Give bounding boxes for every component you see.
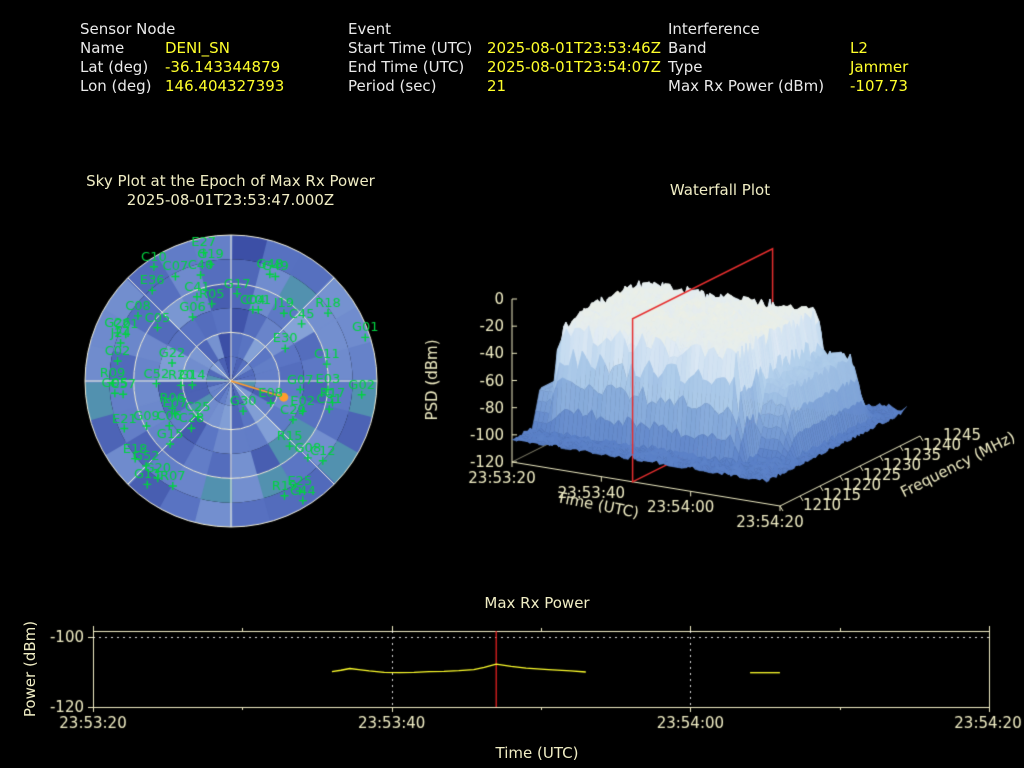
interference-maxrx-label: Max Rx Power (dBm) [668, 77, 825, 95]
event-start-value: 2025-08-01T23:53:46Z [487, 39, 661, 57]
event-end-value: 2025-08-01T23:54:07Z [487, 58, 661, 76]
interference-type-value: Jammer [850, 58, 909, 76]
event-period-label: Period (sec) [348, 77, 437, 95]
sensor-lon-label: Lon (deg) [80, 77, 152, 95]
power-canvas [0, 588, 1024, 768]
event-end-label: End Time (UTC) [348, 58, 465, 76]
sensor-lat-label: Lat (deg) [80, 58, 149, 76]
interference-type-label: Type [668, 58, 703, 76]
event-panel: Event Start Time (UTC) 2025-08-01T23:53:4… [348, 20, 661, 96]
sensor-name-value: DENI_SN [165, 39, 230, 57]
event-start-label: Start Time (UTC) [348, 39, 473, 57]
skyplot-title: Sky Plot at the Epoch of Max Rx Power [86, 172, 375, 190]
interference-panel: Interference Band L2 Type Jammer Max Rx Po… [668, 20, 908, 96]
skyplot-subtitle: 2025-08-01T23:53:47.000Z [126, 191, 335, 209]
interference-maxrx-value: -107.73 [850, 77, 908, 95]
sensor-name-label: Name [80, 39, 125, 57]
waterfall-canvas [415, 220, 1015, 535]
sensor-lat-value: -36.143344879 [165, 58, 281, 76]
event-title: Event [348, 20, 391, 38]
sensor-node-panel: Sensor Node Name DENI_SN Lat (deg) -36.143… [80, 20, 284, 96]
interference-title: Interference [668, 20, 760, 38]
waterfall-title: Waterfall Plot [669, 181, 771, 199]
skyplot-canvas [60, 215, 405, 545]
event-period-value: 21 [487, 77, 507, 95]
sensor-node-title: Sensor Node [80, 20, 176, 38]
sensor-lon-value: 146.404327393 [165, 77, 285, 95]
interference-band-value: L2 [850, 39, 868, 57]
interference-band-label: Band [668, 39, 707, 57]
